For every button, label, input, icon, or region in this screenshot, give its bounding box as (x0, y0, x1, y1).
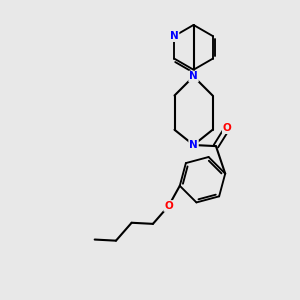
Text: O: O (164, 201, 173, 211)
Text: N: N (189, 140, 198, 150)
Text: O: O (223, 123, 232, 133)
Text: N: N (170, 31, 178, 41)
Text: N: N (189, 71, 198, 82)
